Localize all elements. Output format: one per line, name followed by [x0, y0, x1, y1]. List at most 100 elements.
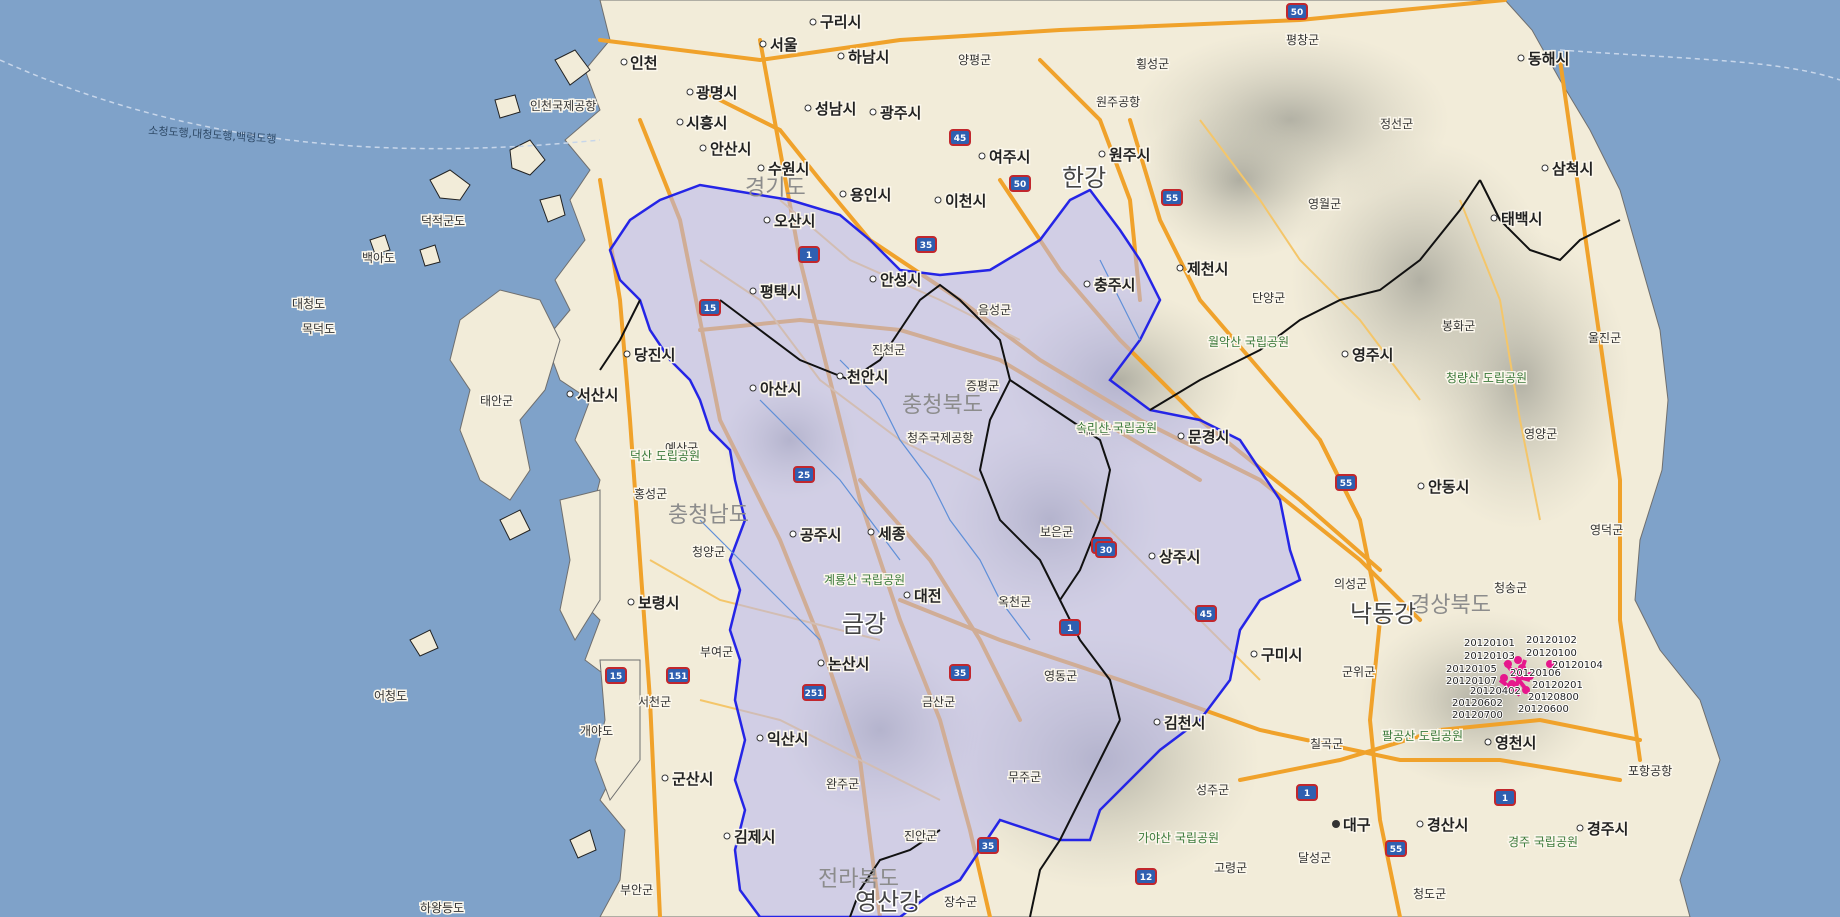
svg-text:안성시: 안성시 — [880, 271, 921, 289]
svg-text:원주공항: 원주공항 — [1096, 95, 1140, 109]
station-marker[interactable] — [1500, 674, 1508, 682]
svg-text:어청도: 어청도 — [374, 689, 407, 703]
svg-text:광명시: 광명시 — [696, 84, 737, 102]
svg-text:금산군: 금산군 — [922, 695, 955, 709]
svg-text:천안시: 천안시 — [847, 368, 888, 386]
station-marker[interactable] — [1522, 686, 1530, 694]
svg-text:인천국제공항: 인천국제공항 — [530, 98, 596, 113]
svg-text:문경시: 문경시 — [1188, 428, 1229, 446]
marker-track — [1498, 678, 1522, 697]
svg-text:50: 50 — [1014, 180, 1027, 190]
svg-text:1: 1 — [806, 251, 812, 261]
province-label: 경상북도 — [1410, 593, 1491, 618]
svg-text:상주시: 상주시 — [1159, 548, 1200, 566]
svg-text:대청도: 대청도 — [292, 297, 325, 311]
svg-text:충주시: 충주시 — [1094, 276, 1135, 294]
svg-text:151: 151 — [669, 672, 688, 682]
station-marker[interactable] — [1546, 660, 1554, 668]
svg-text:음성군: 음성군 — [978, 303, 1011, 317]
svg-text:청양군: 청양군 — [692, 545, 725, 559]
svg-text:영월군: 영월군 — [1308, 197, 1341, 211]
svg-text:홍성군: 홍성군 — [634, 487, 667, 501]
svg-text:원주시: 원주시 — [1109, 146, 1150, 164]
svg-text:15: 15 — [610, 672, 623, 682]
svg-text:경주 국립공원: 경주 국립공원 — [1508, 835, 1578, 849]
province-label: 충청북도 — [902, 393, 983, 418]
svg-text:평창군: 평창군 — [1286, 33, 1319, 47]
station-marker[interactable] — [1514, 656, 1522, 664]
province-borders — [599, 179, 1621, 917]
svg-text:부여군: 부여군 — [700, 645, 733, 659]
svg-text:달성군: 달성군 — [1298, 851, 1331, 865]
svg-text:55: 55 — [1340, 479, 1353, 489]
station-marker[interactable] — [1511, 668, 1519, 676]
river-label-yeongsan: 영산강 — [855, 888, 921, 916]
station-marker[interactable] — [1518, 664, 1526, 672]
station-marker-label: 20120602 — [1452, 698, 1503, 709]
province-labels: 경기도 충청북도 충청남도 경상북도 전라북도 — [668, 176, 1491, 892]
station-marker-label: 20120100 — [1526, 648, 1577, 659]
svg-text:이천시: 이천시 — [945, 192, 986, 210]
svg-text:35: 35 — [954, 669, 967, 679]
station-marker[interactable] — [1526, 672, 1534, 680]
svg-text:청주국제공항: 청주국제공항 — [907, 431, 973, 445]
svg-text:의성군: 의성군 — [1334, 577, 1367, 591]
province-label: 전라북도 — [818, 867, 899, 892]
river-label-han: 한강 — [1062, 164, 1106, 192]
svg-text:25: 25 — [798, 471, 811, 481]
svg-text:하남시: 하남시 — [848, 48, 889, 66]
svg-text:평택시: 평택시 — [760, 283, 801, 301]
svg-text:경주시: 경주시 — [1587, 820, 1628, 838]
airports: 원주공항 청주국제공항 포항공항 인천국제공항 — [529, 94, 1674, 780]
svg-text:영주시: 영주시 — [1352, 346, 1393, 364]
svg-text:군산시: 군산시 — [672, 770, 713, 788]
svg-text:1: 1 — [1304, 789, 1310, 799]
svg-text:55: 55 — [1390, 845, 1403, 855]
province-label: 경기도 — [745, 176, 806, 201]
gunsan-coast — [594, 659, 641, 802]
svg-text:괴산군: 괴산군 — [1078, 423, 1111, 437]
geum-basin-area[interactable] — [608, 183, 1302, 917]
svg-text:가야산 국립공원: 가야산 국립공원 — [1138, 831, 1219, 845]
svg-text:서울: 서울 — [770, 36, 798, 54]
station-marker-label: 20120201 — [1532, 680, 1583, 691]
city-labels: 구리시 인천 서울 하남시 광명시 성남시 광주시 시흥시 안산시 수원시 용인… — [566, 12, 1630, 848]
station-markers[interactable]: 20120101 20120102 20120103 2012010020120104… — [1445, 634, 1604, 722]
svg-text:목덕도: 목덕도 — [302, 322, 335, 336]
svg-text:서천군: 서천군 — [638, 694, 671, 709]
svg-text:울진군: 울진군 — [1588, 331, 1621, 345]
svg-text:용인시: 용인시 — [850, 186, 891, 204]
svg-text:15: 15 — [704, 304, 717, 314]
svg-text:세종: 세종 — [878, 525, 906, 543]
svg-text:완주군: 완주군 — [826, 777, 859, 791]
svg-text:45: 45 — [1200, 610, 1213, 620]
svg-text:30: 30 — [1100, 546, 1113, 556]
svg-text:보령시: 보령시 — [638, 594, 679, 612]
svg-text:고령군: 고령군 — [1214, 861, 1247, 875]
svg-text:예산군: 예산군 — [665, 441, 698, 455]
svg-text:1: 1 — [1067, 624, 1073, 634]
svg-text:개야도: 개야도 — [580, 724, 613, 738]
taean-peninsula — [449, 289, 561, 501]
svg-text:익산시: 익산시 — [767, 730, 808, 748]
svg-text:영덕군: 영덕군 — [1590, 523, 1623, 537]
station-marker-label: 20120800 — [1528, 692, 1579, 703]
svg-text:부안군: 부안군 — [620, 883, 653, 897]
ferry-route — [0, 59, 601, 150]
svg-text:여주시: 여주시 — [989, 148, 1030, 166]
svg-text:대전: 대전 — [914, 587, 942, 605]
svg-text:서산시: 서산시 — [577, 386, 618, 404]
river-label-geum: 금강 — [842, 610, 886, 638]
svg-text:광주시: 광주시 — [880, 104, 921, 122]
station-marker-label: 20120101 — [1464, 638, 1515, 649]
svg-text:35: 35 — [982, 842, 995, 852]
route-50-label: 50 — [1291, 8, 1304, 18]
svg-text:251: 251 — [805, 689, 824, 699]
station-marker-label: 20120600 — [1518, 704, 1569, 715]
svg-text:성주군: 성주군 — [1196, 783, 1229, 797]
station-marker[interactable] — [1504, 660, 1512, 668]
svg-text:포항공항: 포항공항 — [1628, 764, 1672, 778]
svg-text:경산시: 경산시 — [1427, 816, 1468, 834]
station-marker[interactable] — [1508, 680, 1516, 688]
